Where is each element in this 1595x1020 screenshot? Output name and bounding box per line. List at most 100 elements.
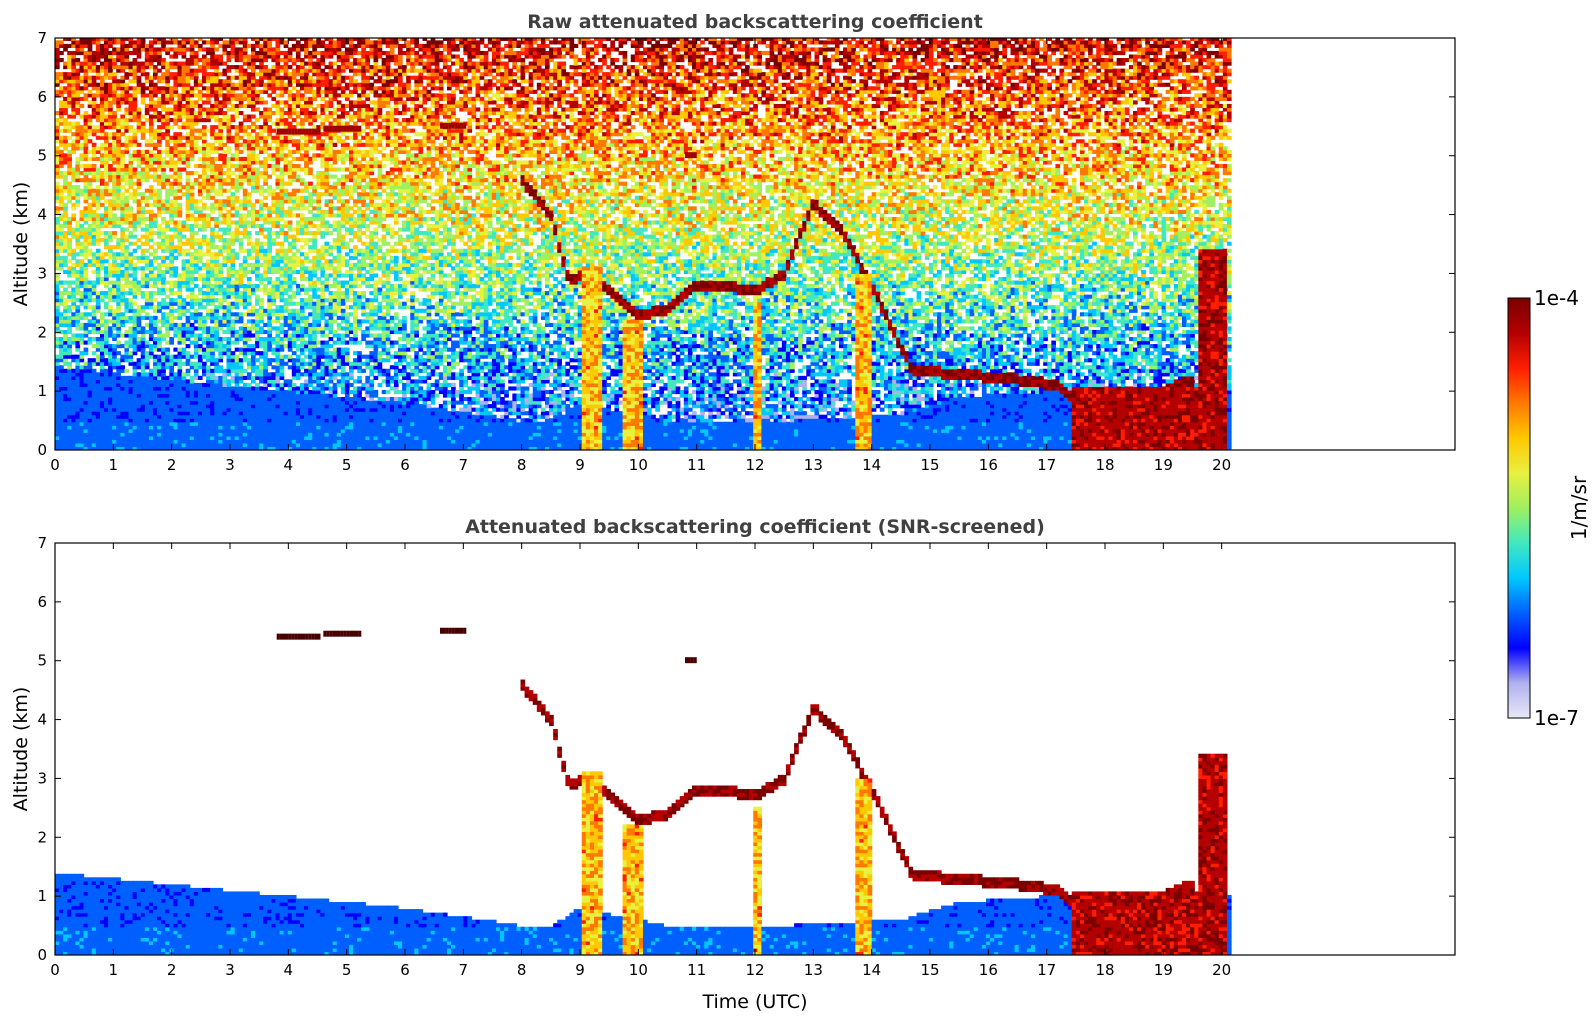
aerosol-layer-mark — [306, 634, 309, 640]
aerosol-layer-mark — [347, 126, 350, 132]
aerosol-layer-mark — [688, 152, 691, 158]
x-tick-label: 6 — [400, 456, 410, 474]
y-tick-label: 4 — [37, 206, 47, 224]
aerosol-layer-mark — [309, 129, 312, 135]
aerosol-layer-mark — [312, 634, 315, 640]
y-tick-label: 3 — [37, 769, 47, 787]
colorbar-min-label: 1e-7 — [1534, 706, 1579, 730]
y-tick-label: 2 — [37, 828, 47, 846]
x-tick-label: 18 — [1095, 456, 1114, 474]
aerosol-layer-mark — [691, 152, 694, 158]
y-tick-label: 7 — [37, 534, 47, 552]
x-tick-label: 2 — [167, 456, 177, 474]
y-tick-label: 1 — [37, 382, 47, 400]
aerosol-layer-mark — [685, 152, 688, 158]
aerosol-layer-mark — [460, 628, 463, 634]
x-tick-label: 3 — [225, 456, 235, 474]
y-axis-label: Altitude (km) — [10, 687, 32, 812]
x-tick-label: 1 — [109, 961, 119, 979]
y-tick-label: 2 — [37, 323, 47, 341]
aerosol-layer-mark — [332, 631, 335, 637]
colorbar-max-label: 1e-4 — [1534, 286, 1579, 310]
x-tick-label: 8 — [517, 456, 527, 474]
heatmap-image — [55, 37, 1232, 451]
x-tick-label: 14 — [862, 456, 881, 474]
aerosol-layer-mark — [288, 634, 291, 640]
y-tick-label: 4 — [37, 711, 47, 729]
aerosol-layer-mark — [344, 631, 347, 637]
aerosol-layer-mark — [338, 631, 341, 637]
aerosol-layer-mark — [452, 628, 455, 634]
x-tick-label: 0 — [50, 456, 60, 474]
aerosol-layer-mark — [285, 634, 288, 640]
aerosol-layer-mark — [463, 628, 466, 634]
aerosol-layer-mark — [688, 657, 691, 663]
aerosol-layer-mark — [452, 123, 455, 129]
x-tick-label: 7 — [459, 961, 469, 979]
aerosol-layer-mark — [280, 634, 283, 640]
x-tick-label: 9 — [575, 961, 585, 979]
aerosol-layer-mark — [303, 634, 306, 640]
aerosol-layer-mark — [294, 129, 297, 135]
aerosol-layer-mark — [318, 129, 321, 135]
aerosol-layer-mark — [329, 126, 332, 132]
y-tick-label: 5 — [37, 652, 47, 670]
panel-title: Raw attenuated backscattering coefficien… — [527, 11, 983, 33]
y-tick-label: 7 — [37, 29, 47, 47]
x-tick-label: 17 — [1037, 961, 1056, 979]
aerosol-layer-mark — [350, 126, 353, 132]
aerosol-layer-mark — [358, 126, 361, 132]
y-tick-label: 5 — [37, 147, 47, 165]
aerosol-layer-mark — [277, 634, 280, 640]
aerosol-layer-mark — [355, 126, 358, 132]
aerosol-layer-mark — [315, 634, 318, 640]
aerosol-layer-mark — [323, 631, 326, 637]
x-tick-label: 19 — [1154, 456, 1173, 474]
x-tick-label: 20 — [1212, 456, 1231, 474]
aerosol-layer-mark — [358, 631, 361, 637]
x-tick-label: 4 — [284, 456, 294, 474]
aerosol-layer-mark — [694, 152, 697, 158]
aerosol-layer-mark — [446, 123, 449, 129]
x-tick-label: 8 — [517, 961, 527, 979]
x-tick-label: 19 — [1154, 961, 1173, 979]
aerosol-layer-mark — [440, 123, 443, 129]
aerosol-layer-mark — [300, 129, 303, 135]
aerosol-layer-mark — [288, 129, 291, 135]
aerosol-layer-mark — [283, 129, 286, 135]
x-tick-label: 9 — [575, 456, 585, 474]
aerosol-layer-mark — [332, 126, 335, 132]
colorbar-gradient — [1508, 298, 1530, 718]
y-tick-label: 0 — [37, 946, 47, 964]
aerosol-layer-mark — [335, 631, 338, 637]
aerosol-layer-mark — [440, 628, 443, 634]
aerosol-layer-mark — [300, 634, 303, 640]
panel-raw-backscatter: Raw attenuated backscattering coefficien… — [10, 11, 1455, 474]
x-axis-label: Time (UTC) — [701, 991, 807, 1013]
aerosol-layer-mark — [297, 129, 300, 135]
x-tick-label: 13 — [804, 961, 823, 979]
x-tick-label: 12 — [745, 456, 764, 474]
aerosol-layer-mark — [326, 631, 329, 637]
aerosol-layer-mark — [341, 631, 344, 637]
aerosol-layer-mark — [353, 631, 356, 637]
aerosol-layer-mark — [463, 123, 466, 129]
aerosol-layer-mark — [353, 126, 356, 132]
aerosol-layer-mark — [335, 126, 338, 132]
aerosol-layer-mark — [312, 129, 315, 135]
aerosol-layer-mark — [344, 126, 347, 132]
x-tick-label: 18 — [1095, 961, 1114, 979]
aerosol-layer-mark — [297, 634, 300, 640]
colorbar: 1e-4 1e-7 1/m/sr — [1508, 286, 1591, 730]
aerosol-layer-mark — [326, 126, 329, 132]
aerosol-layer-mark — [285, 129, 288, 135]
aerosol-layer-mark — [291, 634, 294, 640]
aerosol-layer-mark — [355, 631, 358, 637]
aerosol-layer-mark — [455, 123, 458, 129]
aerosol-layer-mark — [291, 129, 294, 135]
x-tick-label: 5 — [342, 961, 352, 979]
aerosol-layer-mark — [691, 657, 694, 663]
aerosol-layer-mark — [455, 628, 458, 634]
y-tick-label: 6 — [37, 88, 47, 106]
